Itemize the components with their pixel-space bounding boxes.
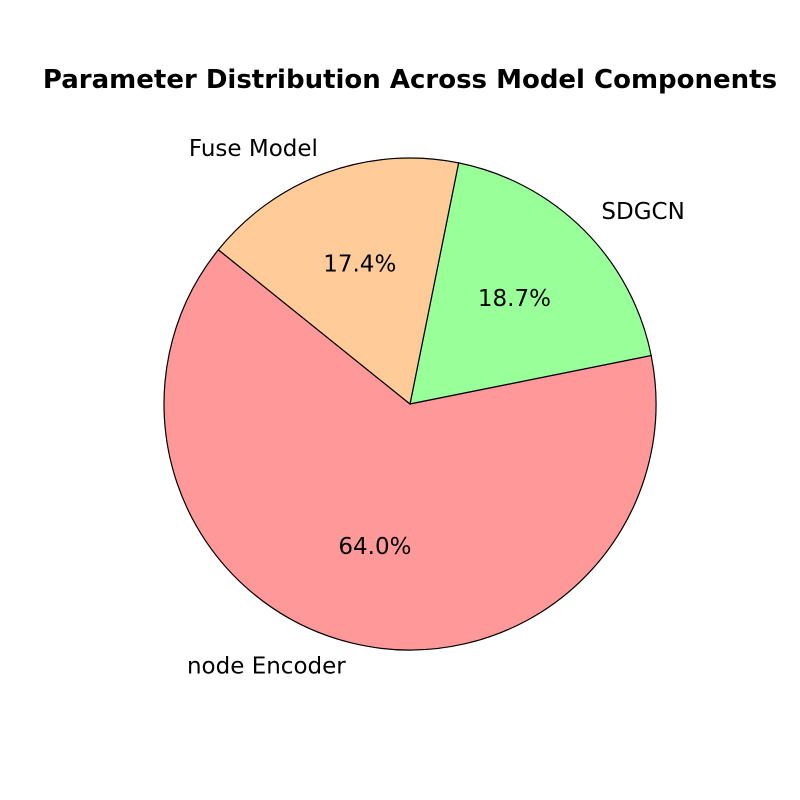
pie-slices: [163, 157, 657, 651]
chart-title: Parameter Distribution Across Model Comp…: [43, 65, 777, 95]
slice-label-sdgcn: SDGCN: [601, 199, 684, 225]
pie-slice-fuse-model: [217, 157, 460, 406]
pie-labels: SDGCN 18.7% node Encoder 64.0% Fuse Model 17.…: [187, 136, 685, 679]
slice-label-fuse-model: Fuse Model: [189, 136, 318, 162]
pie-slice-node-encoder: [163, 248, 657, 651]
slice-percent-fuse-model: 17.4%: [323, 252, 396, 278]
slice-percent-node-encoder: 64.0%: [338, 534, 411, 560]
slice-percent-sdgcn: 18.7%: [478, 286, 551, 312]
slice-label-node-encoder: node Encoder: [187, 653, 346, 679]
pie-slice-sdgcn: [409, 162, 652, 405]
